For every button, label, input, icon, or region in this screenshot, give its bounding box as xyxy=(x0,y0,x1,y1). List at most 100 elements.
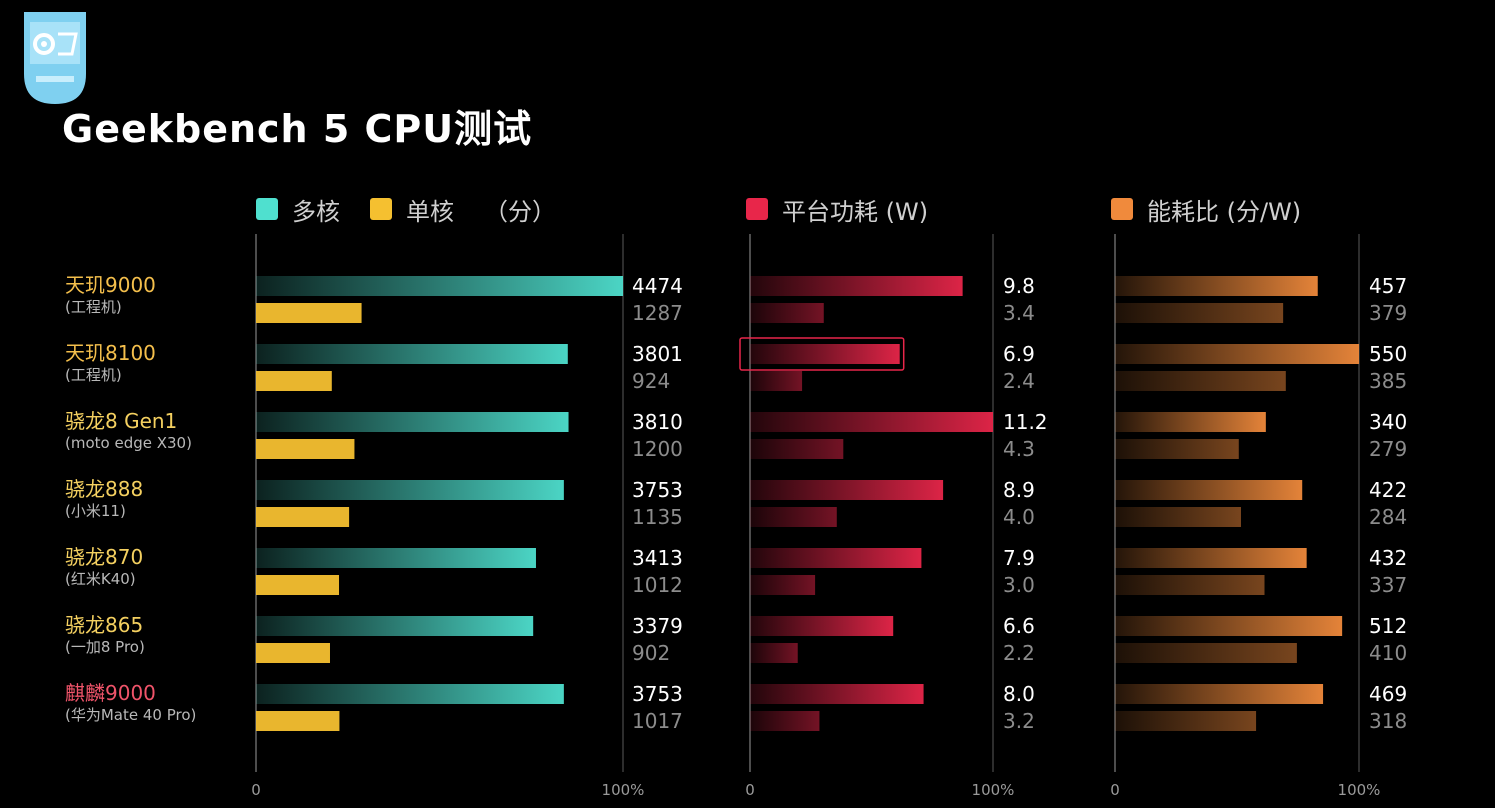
phone-label: 骁龙8 Gen1 (moto edge X30) xyxy=(65,409,192,453)
cpu-value-label: 924 xyxy=(632,369,670,393)
cpu-bar-main xyxy=(256,684,564,704)
power-value-label: 6.9 xyxy=(1003,342,1035,366)
efficiency-value-label: 422 xyxy=(1369,478,1407,502)
efficiency-value-label: 284 xyxy=(1369,505,1407,529)
power-value-label: 4.3 xyxy=(1003,437,1035,461)
cpu-bar-secondary xyxy=(256,371,332,391)
power-value-label: 11.2 xyxy=(1003,410,1048,434)
power-highlight-box xyxy=(739,337,905,371)
legend-swatch-power xyxy=(746,198,768,220)
legend-power: 平台功耗 (W) xyxy=(746,194,929,226)
cpu-tick-label: 0 xyxy=(251,781,261,799)
cpu-bar-secondary xyxy=(256,439,355,459)
power-bar-main xyxy=(750,548,922,568)
legend-label-single: 单核 xyxy=(406,197,454,226)
power-value-label: 2.4 xyxy=(1003,369,1035,393)
legend-label-multi: 多核 xyxy=(292,197,340,226)
phone-name: 天玑9000 xyxy=(65,273,156,297)
power-bar-secondary xyxy=(750,643,798,663)
phone-model: (红米K40) xyxy=(65,570,136,588)
efficiency-bar-main xyxy=(1115,684,1324,704)
cpu-value-label: 1200 xyxy=(632,437,683,461)
power-tick-label: 100% xyxy=(972,781,1015,799)
power-bar-secondary xyxy=(750,303,824,323)
cpu-value-label: 3413 xyxy=(632,546,683,570)
power-bar-main xyxy=(750,684,924,704)
cpu-bar-main xyxy=(256,480,564,500)
efficiency-value-label: 318 xyxy=(1369,709,1407,733)
power-value-label: 4.0 xyxy=(1003,505,1035,529)
cpu-bar-secondary xyxy=(256,643,330,663)
power-bar-main xyxy=(750,412,993,432)
efficiency-bar-secondary xyxy=(1115,575,1265,595)
efficiency-bar-main xyxy=(1115,548,1307,568)
legend-label-power: 平台功耗 (W) xyxy=(782,197,929,226)
phone-name: 麒麟9000 xyxy=(65,681,156,705)
legend-efficiency: 能耗比 (分/W) xyxy=(1111,194,1301,226)
cpu-value-label: 902 xyxy=(632,641,670,665)
power-value-label: 3.2 xyxy=(1003,709,1035,733)
phone-model: (华为Mate 40 Pro) xyxy=(65,706,197,724)
efficiency-value-label: 432 xyxy=(1369,546,1407,570)
efficiency-value-label: 337 xyxy=(1369,573,1407,597)
legend-swatch-single xyxy=(370,198,392,220)
power-tick-label: 0 xyxy=(745,781,755,799)
power-value-label: 6.6 xyxy=(1003,614,1035,638)
power-value-label: 9.8 xyxy=(1003,274,1035,298)
phone-model: (一加8 Pro) xyxy=(65,638,145,656)
efficiency-value-label: 469 xyxy=(1369,682,1407,706)
cpu-bar-main xyxy=(256,412,569,432)
legend-swatch-multi xyxy=(256,198,278,220)
cpu-value-label: 1017 xyxy=(632,709,683,733)
efficiency-bar-main xyxy=(1115,480,1303,500)
phone-model: (moto edge X30) xyxy=(65,434,192,452)
phone-label: 骁龙865 (一加8 Pro) xyxy=(65,613,145,657)
efficiency-value-label: 410 xyxy=(1369,641,1407,665)
power-value-label: 3.4 xyxy=(1003,301,1035,325)
cpu-value-label: 3801 xyxy=(632,342,683,366)
power-bar-secondary xyxy=(750,575,816,595)
power-value-label: 8.0 xyxy=(1003,682,1035,706)
efficiency-value-label: 385 xyxy=(1369,369,1407,393)
power-bar-secondary xyxy=(750,439,844,459)
power-value-label: 2.2 xyxy=(1003,641,1035,665)
efficiency-bar-main xyxy=(1115,412,1266,432)
legend-swatch-efficiency xyxy=(1111,198,1133,220)
power-bar-main xyxy=(750,480,944,500)
cpu-value-label: 1287 xyxy=(632,301,683,325)
efficiency-bar-main xyxy=(1115,616,1343,636)
power-value-label: 8.9 xyxy=(1003,478,1035,502)
phone-model: (工程机) xyxy=(65,366,122,384)
cpu-bar-secondary xyxy=(256,303,362,323)
efficiency-bar-secondary xyxy=(1115,643,1297,663)
cpu-bar-secondary xyxy=(256,711,340,731)
phone-model: (小米11) xyxy=(65,502,126,520)
phone-label: 天玑8100 (工程机) xyxy=(65,341,156,385)
cpu-value-label: 4474 xyxy=(632,274,683,298)
cpu-value-label: 3810 xyxy=(632,410,683,434)
cpu-bar-main xyxy=(256,616,534,636)
legend-unit: （分） xyxy=(484,197,556,226)
power-value-label: 3.0 xyxy=(1003,573,1035,597)
phone-label: 骁龙870 (红米K40) xyxy=(65,545,143,589)
efficiency-bar-secondary xyxy=(1115,439,1239,459)
phone-label: 骁龙888 (小米11) xyxy=(65,477,143,521)
phone-label: 天玑9000 (工程机) xyxy=(65,273,156,317)
phone-name: 骁龙8 Gen1 xyxy=(65,409,178,433)
phone-name: 骁龙865 xyxy=(65,613,144,637)
cpu-value-label: 1135 xyxy=(632,505,683,529)
legend-scores: 多核 单核 （分） xyxy=(256,194,556,226)
power-value-label: 7.9 xyxy=(1003,546,1035,570)
phone-model: (工程机) xyxy=(65,298,122,316)
cpu-value-label: 3753 xyxy=(632,478,683,502)
efficiency-value-label: 512 xyxy=(1369,614,1407,638)
efficiency-tick-label: 100% xyxy=(1338,781,1381,799)
efficiency-bar-main xyxy=(1115,276,1318,296)
efficiency-value-label: 457 xyxy=(1369,274,1407,298)
power-bar-secondary xyxy=(750,507,837,527)
cpu-bar-secondary xyxy=(256,575,340,595)
efficiency-value-label: 379 xyxy=(1369,301,1407,325)
power-bar-main xyxy=(750,344,900,364)
cpu-bar-main xyxy=(256,548,536,568)
cpu-bar-secondary xyxy=(256,507,350,527)
